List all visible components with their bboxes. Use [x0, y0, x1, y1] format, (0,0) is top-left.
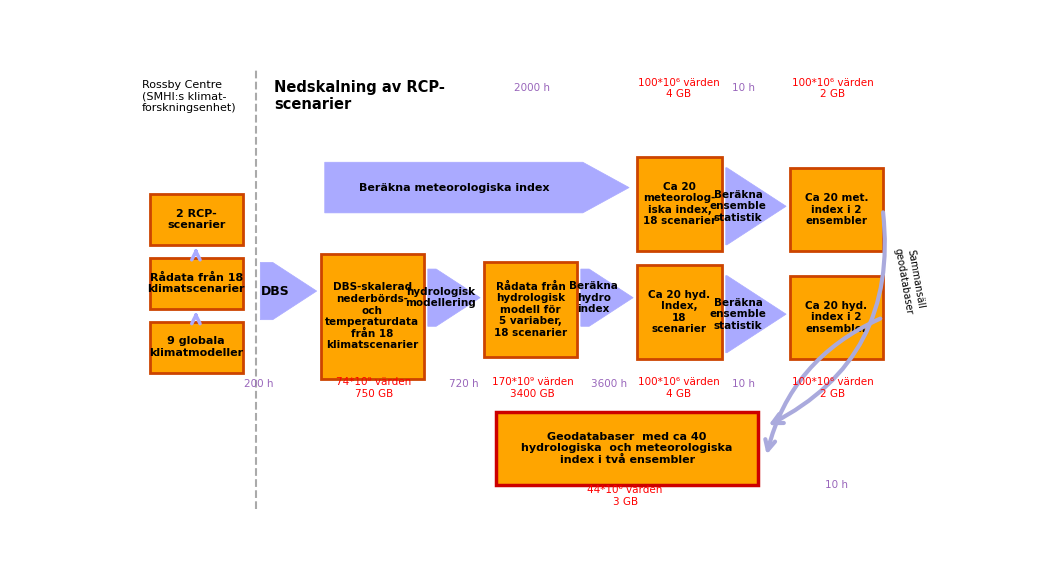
Polygon shape — [581, 269, 633, 326]
FancyBboxPatch shape — [497, 412, 758, 485]
Text: 10 h: 10 h — [825, 480, 849, 490]
Polygon shape — [725, 168, 787, 245]
Text: Geodatabaser  med ca 40
hydrologiska  och meteorologiska
index i två ensembler: Geodatabaser med ca 40 hydrologiska och … — [522, 432, 732, 465]
FancyBboxPatch shape — [637, 157, 722, 252]
Text: 200 h: 200 h — [244, 379, 273, 388]
Text: 3600 h: 3600 h — [591, 379, 628, 388]
Text: Sammansäll
geodatabaser: Sammansäll geodatabaser — [893, 245, 926, 315]
Text: Ca 20 hyd.
index i 2
ensembler: Ca 20 hyd. index i 2 ensembler — [805, 301, 868, 334]
FancyArrowPatch shape — [766, 319, 880, 450]
Polygon shape — [428, 269, 480, 326]
Polygon shape — [261, 263, 317, 320]
Text: DBS: DBS — [261, 284, 290, 297]
Text: Rossby Centre
(SMHI:s klimat-
forskningsenhet): Rossby Centre (SMHI:s klimat- forsknings… — [142, 80, 237, 113]
FancyBboxPatch shape — [321, 253, 424, 379]
Text: Ca 20
meteorolog-
iska index,
18 scenarier: Ca 20 meteorolog- iska index, 18 scenari… — [643, 182, 716, 227]
FancyBboxPatch shape — [150, 322, 243, 372]
Text: Rådata från 18
klimatscenarier: Rådata från 18 klimatscenarier — [148, 272, 245, 294]
Text: 100*10⁶ värden
4 GB: 100*10⁶ värden 4 GB — [638, 78, 720, 100]
Text: 2000 h: 2000 h — [514, 84, 551, 93]
Polygon shape — [725, 276, 787, 353]
Text: 9 globala
klimatmodeller: 9 globala klimatmodeller — [150, 336, 243, 358]
Text: Beräkna meteorologiska index: Beräkna meteorologiska index — [358, 182, 549, 193]
FancyBboxPatch shape — [484, 263, 577, 357]
Text: Beräkna
hydro
index: Beräkna hydro index — [569, 281, 618, 314]
Text: 74*10⁹ värden
750 GB: 74*10⁹ värden 750 GB — [337, 377, 411, 399]
Text: 44*10⁶ värden
3 GB: 44*10⁶ värden 3 GB — [587, 485, 663, 507]
Text: Beräkna
ensemble
statistik: Beräkna ensemble statistik — [710, 190, 767, 223]
Text: 100*10⁶ värden
2 GB: 100*10⁶ värden 2 GB — [792, 78, 874, 100]
Text: Beräkna
ensemble
statistik: Beräkna ensemble statistik — [710, 297, 767, 331]
Text: hydrologisk
modellering: hydrologisk modellering — [405, 287, 476, 308]
FancyBboxPatch shape — [791, 168, 883, 252]
Text: 10 h: 10 h — [731, 379, 755, 388]
Text: Nedskalning av RCP-
scenarier: Nedskalning av RCP- scenarier — [274, 80, 445, 112]
FancyBboxPatch shape — [150, 258, 243, 309]
Text: Rådata från
hydrologisk
modell för
5 variaber,
18 scenarier: Rådata från hydrologisk modell för 5 var… — [494, 281, 567, 338]
Text: 10 h: 10 h — [731, 84, 755, 93]
Text: DBS-skalerad
nederbörds-
och
temperaturdata
från 18
klimatscenarier: DBS-skalerad nederbörds- och temperaturd… — [325, 283, 420, 351]
Text: Ca 20 hyd.
Index,
18
scenarier: Ca 20 hyd. Index, 18 scenarier — [648, 289, 711, 335]
FancyBboxPatch shape — [150, 194, 243, 245]
Text: Ca 20 met.
index i 2
ensembler: Ca 20 met. index i 2 ensembler — [805, 193, 869, 226]
FancyBboxPatch shape — [791, 276, 883, 359]
Text: 100*10⁶ värden
2 GB: 100*10⁶ värden 2 GB — [792, 377, 874, 399]
Text: 720 h: 720 h — [449, 379, 479, 388]
FancyArrowPatch shape — [773, 212, 885, 423]
Polygon shape — [325, 162, 630, 213]
Text: 170*10⁹ värden
3400 GB: 170*10⁹ värden 3400 GB — [491, 377, 574, 399]
Text: 2 RCP-
scenarier: 2 RCP- scenarier — [167, 209, 225, 231]
FancyBboxPatch shape — [637, 265, 722, 359]
Text: 100*10⁶ värden
4 GB: 100*10⁶ värden 4 GB — [638, 377, 720, 399]
